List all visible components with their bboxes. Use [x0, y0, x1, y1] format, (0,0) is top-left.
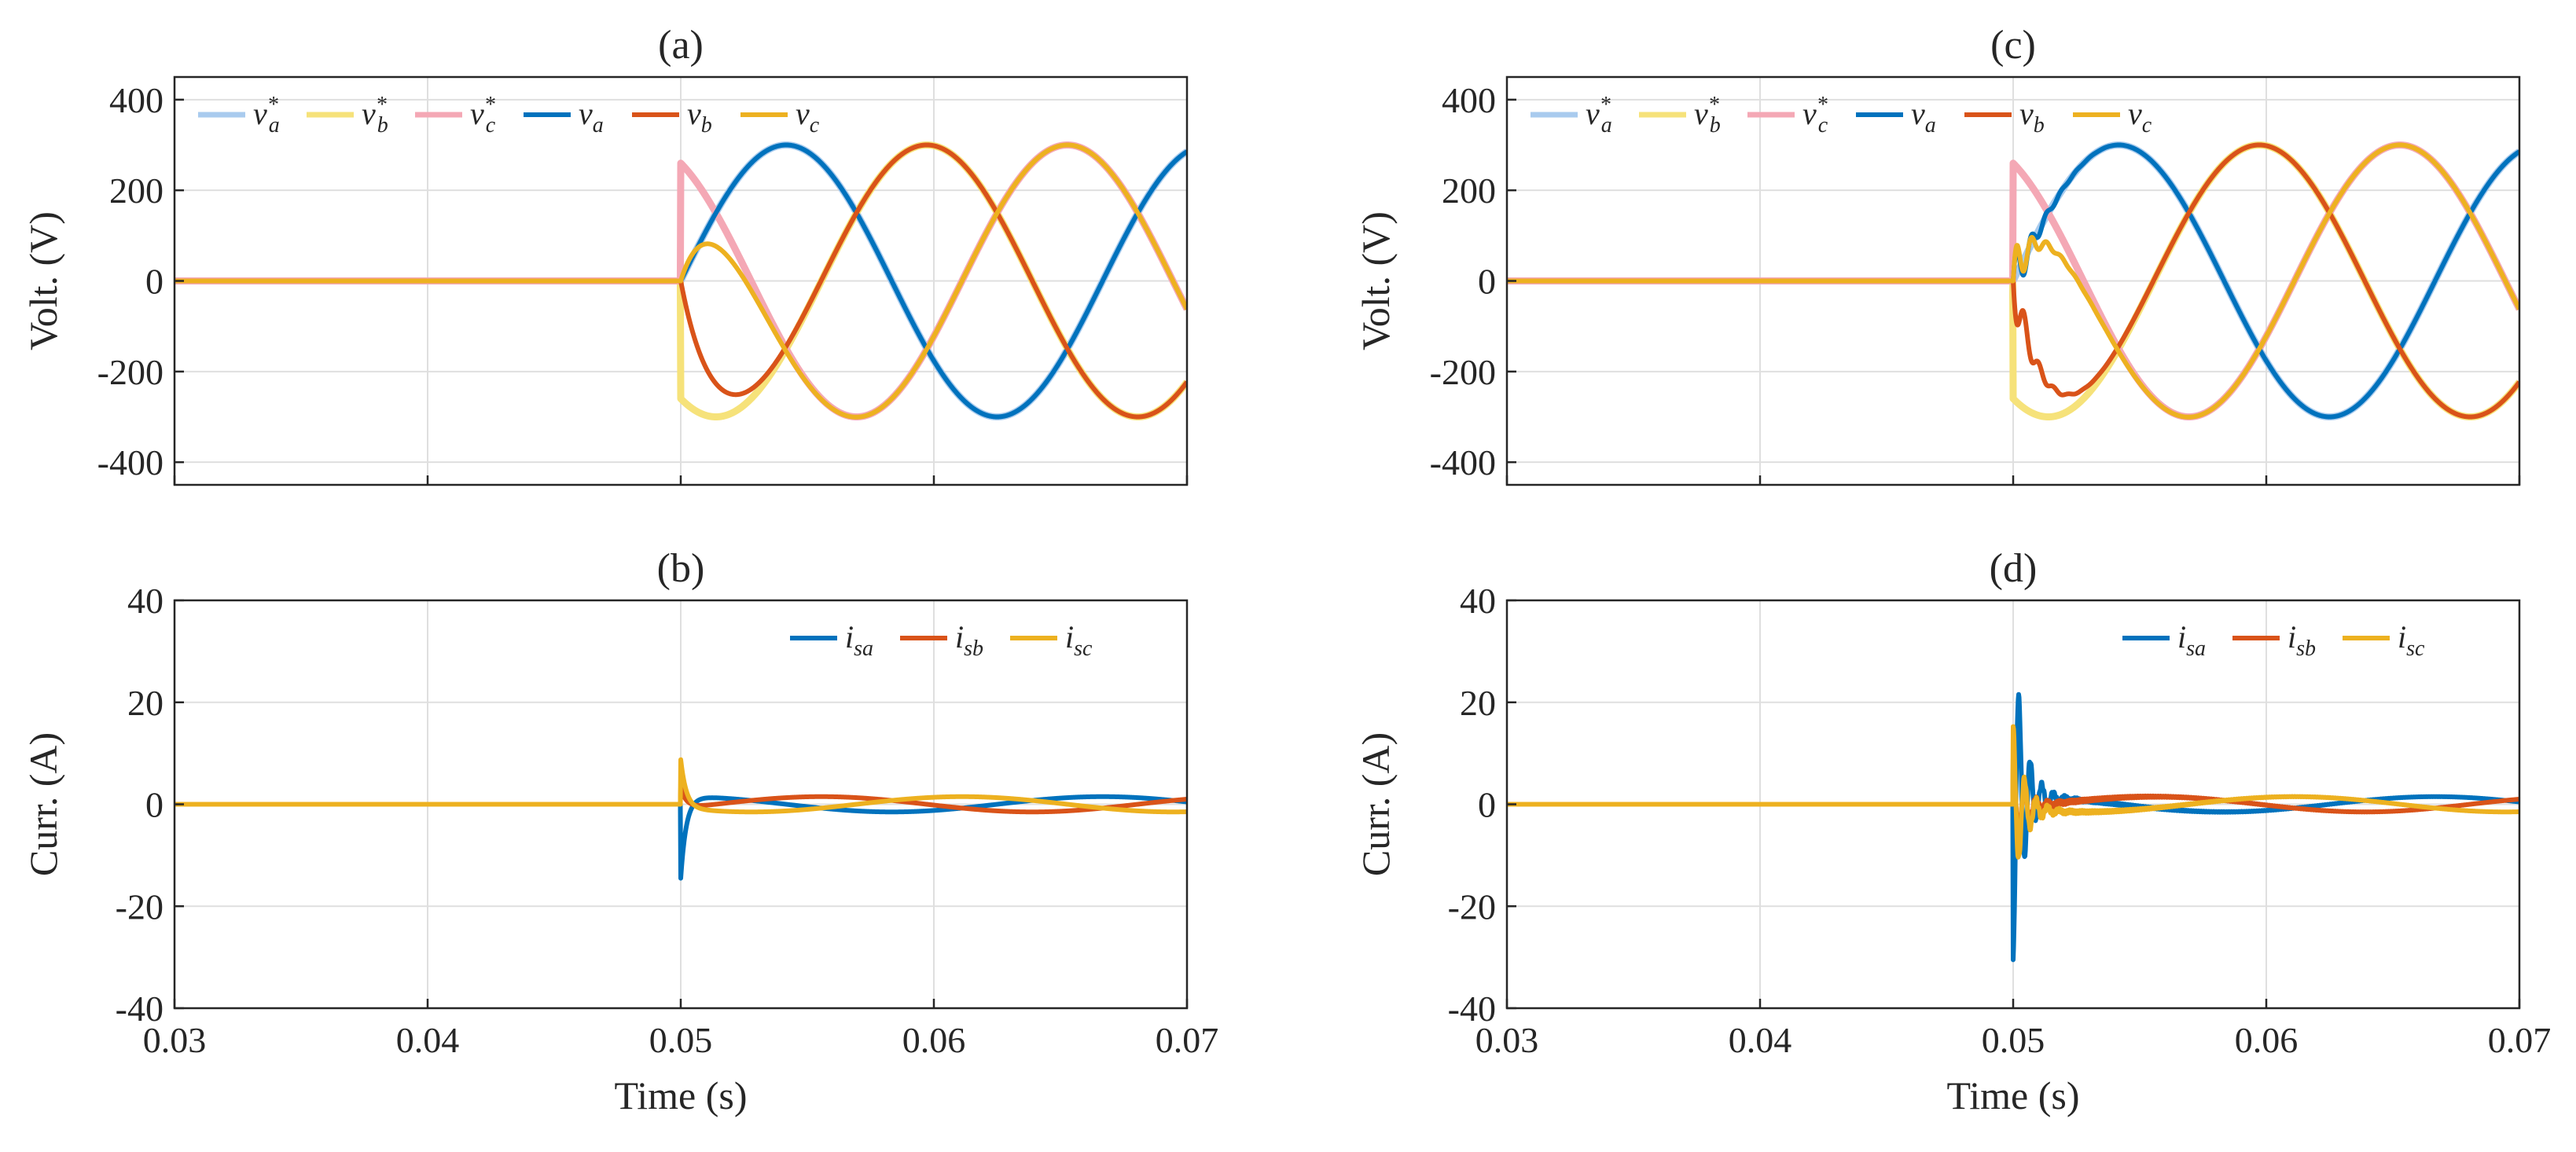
legend-entry: isc — [2398, 619, 2425, 661]
x-tick-label: 0.04 — [1729, 1020, 1792, 1060]
legend-entry: isb — [2288, 619, 2316, 661]
y-tick-label: -200 — [1430, 352, 1496, 392]
x-tick-label: 0.07 — [2488, 1020, 2552, 1060]
legend-entry: v* a — [253, 93, 280, 138]
legend-entry: v* a — [1586, 93, 1612, 138]
series-line-isc — [1507, 724, 2519, 860]
legend: v* a v* b v* c va vb vc — [1531, 93, 2152, 138]
panel-c: -400 -200 0 200 400 (c) Volt. (V) v* a v* b v* c va vb… — [1354, 23, 2521, 486]
y-axis-label: Curr. (A) — [21, 732, 65, 876]
y-axis-label: Volt. (V) — [1354, 211, 1398, 350]
legend-entry: va — [579, 96, 604, 138]
legend-entry: vc — [796, 96, 820, 138]
legend-entry: isc — [1065, 619, 1093, 661]
y-tick-label: 40 — [1460, 581, 1496, 621]
legend-entry: v* b — [1694, 93, 1721, 138]
x-tick-label: 0.04 — [396, 1020, 460, 1060]
y-tick-label: -20 — [116, 886, 164, 926]
x-tick-label: 0.03 — [143, 1020, 207, 1060]
series-line-isc — [175, 757, 1187, 815]
x-tick-label: 0.03 — [1475, 1020, 1539, 1060]
y-tick-label: 40 — [127, 581, 164, 621]
legend-entry: isb — [955, 619, 983, 661]
legend-entry: isa — [2177, 619, 2206, 661]
panel-title: (b) — [657, 546, 705, 591]
legend-entry: isa — [845, 619, 873, 661]
y-tick-label: 0 — [145, 785, 164, 825]
x-tick-label: 0.06 — [2235, 1020, 2299, 1060]
y-tick-label: -400 — [97, 442, 164, 482]
y-tick-label: -40 — [1448, 989, 1496, 1029]
legend-entry: vb — [2019, 96, 2045, 138]
y-tick-label: 200 — [1442, 171, 1496, 211]
panel-a: -400 -200 0 200 400 (a) Volt. (V) v* a v* b v* c va vb… — [21, 23, 1189, 486]
legend-entry: v* b — [362, 93, 388, 138]
y-tick-label: 400 — [109, 80, 164, 120]
x-axis-label: Time (s) — [614, 1073, 747, 1117]
x-tick-label: 0.07 — [1156, 1020, 1219, 1060]
y-tick-label: -200 — [97, 352, 164, 392]
legend-entry: v* c — [1802, 93, 1828, 138]
series-line-vc — [175, 142, 1187, 420]
series-line-vc — [1507, 142, 2519, 420]
y-axis-label: Volt. (V) — [21, 211, 65, 350]
y-tick-label: 0 — [1478, 785, 1496, 825]
x-tick-label: 0.05 — [1982, 1020, 2045, 1060]
y-tick-label: 400 — [1442, 80, 1496, 120]
legend: isa isb isc — [790, 619, 1093, 661]
y-axis-label: Curr. (A) — [1354, 732, 1398, 876]
legend-entry: va — [1911, 96, 1936, 138]
panel-title: (a) — [658, 23, 704, 68]
y-tick-label: -20 — [1448, 886, 1496, 926]
y-tick-label: 20 — [1460, 683, 1496, 723]
legend: isa isb isc — [2122, 619, 2425, 661]
x-tick-label: 0.06 — [902, 1020, 966, 1060]
panel-title: (d) — [1990, 546, 2038, 591]
y-tick-label: 0 — [145, 262, 164, 302]
y-tick-label: 0 — [1478, 262, 1496, 302]
legend-entry: vb — [687, 96, 712, 138]
panel-b: 0.03 0.04 0.05 0.06 0.07 -40 -20 0 20 40 (b) Curr. … — [21, 546, 1218, 1117]
y-tick-label: 20 — [127, 683, 164, 723]
legend: v* a v* b v* c va vb vc — [198, 93, 820, 138]
y-tick-label: -400 — [1430, 442, 1496, 482]
y-tick-label: 200 — [109, 171, 164, 211]
panel-d: 0.03 0.04 0.05 0.06 0.07 -40 -20 0 20 40 (d) Curr. … — [1354, 546, 2551, 1117]
legend-entry: vc — [2128, 96, 2152, 138]
y-tick-label: -40 — [116, 989, 164, 1029]
x-tick-label: 0.05 — [649, 1020, 713, 1060]
panel-title: (c) — [1990, 23, 2036, 68]
legend-entry: v* c — [470, 93, 496, 138]
x-axis-label: Time (s) — [1946, 1073, 2079, 1117]
